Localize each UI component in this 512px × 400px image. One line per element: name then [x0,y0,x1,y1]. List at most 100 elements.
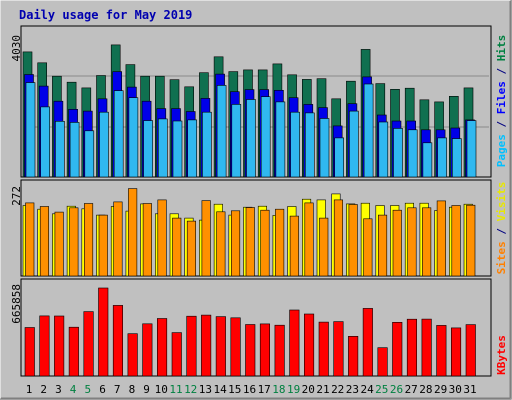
sites-bar-day-30 [451,205,461,277]
sites-bar-day-20 [304,202,314,277]
kbytes-bar-day-1 [24,327,35,377]
chart-title: Daily usage for May 2019 [19,8,192,22]
1-legend-part-1: / [495,221,508,241]
kbytes-bar-day-12 [186,315,197,377]
pages-bar-day-23 [349,110,359,178]
top-panel-ymax-label: 4030 [10,35,23,62]
kbytes-bar-day-24 [362,308,373,377]
kbytes-bar-day-5 [83,311,94,377]
x-tick-label-day-18: 18 [272,383,285,396]
pages-bar-day-6 [99,111,109,178]
top-panel-legend: Pages / Files / Hits [495,35,508,168]
sites-bar-day-19 [289,215,299,277]
x-tick-label-day-19: 19 [287,383,300,396]
sites-bar-day-5 [84,203,94,277]
pages-bar-day-8 [128,97,139,178]
x-tick-label-day-24: 24 [360,383,374,396]
x-tick-label-day-22: 22 [331,383,344,396]
kbytes-bar-day-11 [171,332,182,377]
x-tick-label-day-29: 29 [434,383,447,396]
sites-bar-day-23 [348,204,358,277]
kbytes-bar-day-29 [436,325,447,377]
pages-bar-day-10 [158,118,168,178]
x-tick-label-day-10: 10 [155,383,168,396]
sites-bar-day-28 [422,207,432,277]
0-legend-part-1: / [495,114,508,134]
x-tick-label-day-13: 13 [199,383,212,396]
pages-bar-day-13 [202,111,212,178]
sites-bar-day-3 [54,211,64,277]
kbytes-bar-day-27 [406,318,418,377]
2-legend-part-0: KBytes [495,335,508,375]
x-tick-label-day-12: 12 [184,383,197,396]
pages-bar-day-1 [25,82,36,178]
pages-bar-day-16 [246,99,256,178]
kbytes-bar-day-2 [39,315,50,377]
x-tick-label-day-8: 8 [129,383,136,396]
sites-bar-day-8 [128,188,138,277]
sites-bar-day-9 [142,203,152,277]
kbytes-bar-day-19 [289,309,300,377]
x-tick-label-day-16: 16 [243,383,256,396]
pages-bar-day-28 [422,142,433,178]
kbytes-bar-day-28 [421,318,432,377]
pages-bar-day-7 [113,90,124,178]
pages-bar-day-3 [55,121,65,178]
kbytes-bar-day-15 [230,317,241,377]
1-legend-part-2: Visits [495,182,508,222]
x-tick-label-day-2: 2 [40,383,47,396]
pages-bar-day-17 [260,96,271,178]
x-tick-label-day-31: 31 [463,383,476,396]
pages-bar-day-11 [172,120,183,178]
sites-bar-day-26 [392,209,402,277]
sites-bar-day-6 [98,214,108,277]
sites-bar-day-1 [25,202,35,277]
middle-panel-ymax-label: 272 [10,186,23,206]
sites-bar-day-7 [113,201,123,277]
sites-bar-day-16 [245,207,255,277]
kbytes-bar-day-13 [201,314,212,377]
0-legend-part-2: Files [495,81,508,114]
sites-bar-day-10 [157,199,167,277]
pages-bar-day-21 [319,118,330,178]
pages-bar-day-29 [437,137,447,178]
kbytes-bar-day-25 [377,347,388,377]
pages-bar-day-14 [216,85,227,178]
sites-bar-day-2 [39,206,50,277]
kbytes-bar-day-4 [68,326,79,377]
pages-bar-day-24 [363,83,374,178]
x-tick-label-day-7: 7 [114,383,121,396]
kbytes-bar-day-6 [98,287,109,377]
sites-bar-day-12 [186,220,196,277]
0-legend-part-0: Pages [495,134,508,167]
x-tick-label-day-1: 1 [26,383,33,396]
kbytes-bar-day-3 [54,315,65,377]
kbytes-bar-day-26 [392,321,403,377]
pages-bar-day-15 [231,104,242,178]
kbytes-bar-day-16 [245,324,256,377]
kbytes-bar-day-9 [142,323,153,377]
pages-bar-day-26 [393,128,403,178]
0-legend-part-3: / [495,61,508,81]
pages-bar-day-5 [84,130,95,178]
bottom-panel: 665858 KBytes [10,278,508,377]
pages-bar-day-4 [69,122,80,178]
pages-bar-day-22 [334,137,345,178]
x-tick-label-day-11: 11 [169,383,182,396]
sites-bar-day-11 [172,217,182,277]
x-axis-day-labels: 1 2 3 4 5 6 7 8 9 10 11 12 13 14 15 16 17 18 19 20 21 22 23 24 2… [26,383,477,396]
sites-bar-day-13 [201,200,211,277]
x-tick-label-day-26: 26 [390,383,403,396]
kbytes-bar-day-23 [348,335,359,377]
x-tick-label-day-21: 21 [316,383,329,396]
pages-bar-day-30 [451,138,462,178]
kbytes-bar-day-10 [157,318,168,377]
x-tick-label-day-28: 28 [419,383,432,396]
kbytes-bar-day-30 [450,327,462,377]
pages-bar-day-18 [275,101,286,178]
sites-bar-day-17 [260,209,270,277]
kbytes-bar-day-17 [259,323,271,377]
x-tick-label-day-25: 25 [375,383,388,396]
pages-bar-day-9 [143,120,153,178]
